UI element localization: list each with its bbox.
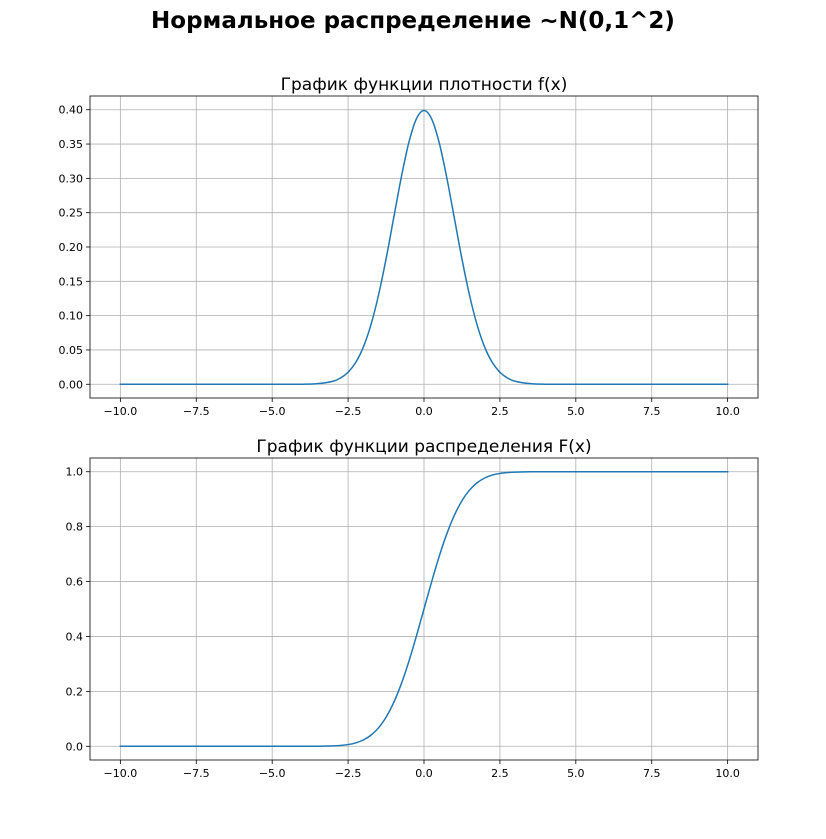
- cdf-chart: График функции распределения F(x) −10.0−…: [66, 437, 759, 780]
- cdf-x-tick-label: 0.0: [415, 767, 433, 780]
- density-x-tick-label: −2.5: [335, 405, 362, 418]
- density-x-tick-label: −5.0: [259, 405, 286, 418]
- density-x-tick-label: 2.5: [491, 405, 509, 418]
- density-y-tick-label: 0.35: [59, 138, 84, 151]
- cdf-x-tick-label: −7.5: [183, 767, 210, 780]
- density-ticks: −10.0 −7.5 −5.0 −2.5 0.0 2.5 5.0 7.5 10.0 0.00 0.0…: [59, 104, 740, 418]
- cdf-x-tick-label: −10.0: [104, 767, 138, 780]
- density-chart-title: График функции плотности f(x): [281, 75, 568, 95]
- density-y-tick-label: 0.15: [59, 275, 84, 288]
- density-chart: График функции плотности f(x) −10.0 −7.5−…: [59, 75, 759, 418]
- density-y-tick-label: 0.25: [59, 207, 84, 220]
- density-x-tick-label: 0.0: [415, 405, 433, 418]
- density-y-tick-label: 0.00: [59, 378, 84, 391]
- density-y-tick-label: 0.30: [59, 172, 84, 185]
- cdf-series: [119, 470, 729, 748]
- density-x-tick-label: 5.0: [567, 405, 585, 418]
- cdf-y-tick-label: 0.6: [66, 576, 84, 589]
- density-grid: [90, 96, 758, 398]
- cdf-x-tick-label: 10.0: [715, 767, 740, 780]
- density-y-tick-label: 0.05: [59, 344, 84, 357]
- cdf-y-tick-label: 1.0: [66, 466, 84, 479]
- density-curve-line: [119, 109, 729, 386]
- cdf-curve-line: [119, 470, 729, 748]
- density-x-tick-label: 7.5: [643, 405, 661, 418]
- cdf-x-tick-label: 5.0: [567, 767, 585, 780]
- cdf-ticks: −10.0 −7.5 −5.0 −2.5 0.0 2.5 5.0 7.5 10.0 0.0 0.2 0…: [66, 466, 740, 780]
- cdf-x-tick-label: −2.5: [335, 767, 362, 780]
- cdf-y-tick-label: 0.2: [66, 685, 84, 698]
- cdf-chart-title: График функции распределения F(x): [256, 437, 591, 457]
- cdf-y-tick-label: 0.0: [66, 740, 84, 753]
- density-x-tick-label: −7.5: [183, 405, 210, 418]
- density-series: [119, 109, 729, 386]
- density-y-tick-label: 0.10: [59, 310, 84, 323]
- cdf-y-tick-label: 0.8: [66, 521, 84, 534]
- cdf-x-tick-label: 2.5: [491, 767, 509, 780]
- density-x-tick-label: −10.0: [104, 405, 138, 418]
- cdf-x-tick-label: 7.5: [643, 767, 661, 780]
- cdf-y-tick-label: 0.4: [66, 630, 84, 643]
- density-y-tick-label: 0.40: [59, 104, 84, 117]
- figure-title: Нормальное распределение ~N(0,1^2): [151, 8, 675, 34]
- density-y-tick-label: 0.20: [59, 241, 84, 254]
- density-x-tick-label: 10.0: [715, 405, 740, 418]
- cdf-x-tick-label: −5.0: [259, 767, 286, 780]
